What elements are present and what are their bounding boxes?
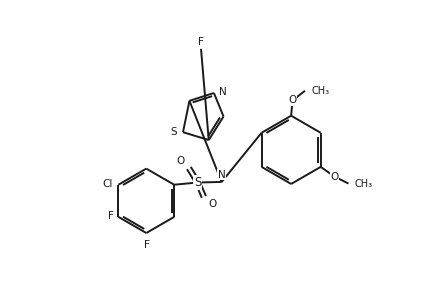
Text: O: O <box>330 171 338 182</box>
Text: F: F <box>198 37 203 48</box>
Text: O: O <box>288 95 296 106</box>
Text: F: F <box>144 240 150 250</box>
Text: S: S <box>170 127 177 137</box>
Text: CH₃: CH₃ <box>310 86 329 96</box>
Text: O: O <box>208 199 216 209</box>
Text: O: O <box>176 156 184 166</box>
Text: N: N <box>217 170 225 180</box>
Text: N: N <box>218 87 226 97</box>
Text: CH₃: CH₃ <box>354 179 372 188</box>
Text: Cl: Cl <box>102 179 112 189</box>
Text: S: S <box>194 176 201 189</box>
Text: F: F <box>108 211 113 221</box>
